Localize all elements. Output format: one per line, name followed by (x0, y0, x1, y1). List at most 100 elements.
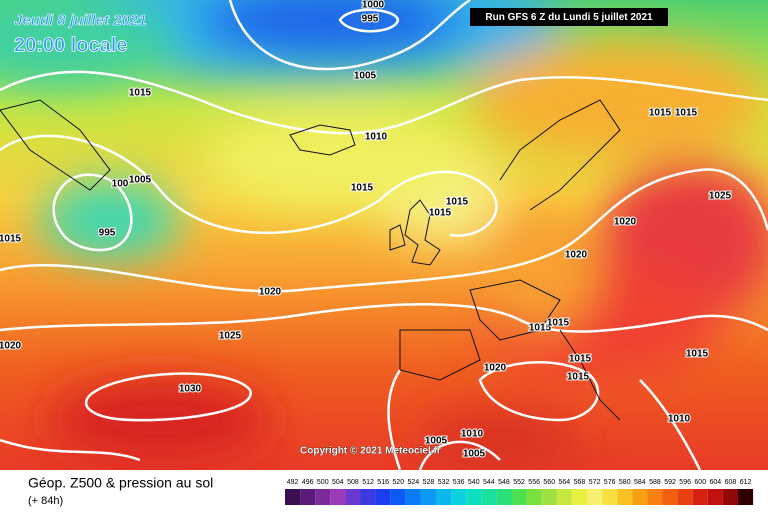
scale-label: 560 (543, 479, 555, 486)
isobar-label: 100 (112, 179, 129, 190)
scale-label: 568 (574, 479, 586, 486)
scale-swatch (285, 489, 301, 505)
scale-swatch (692, 489, 708, 505)
scale-label: 520 (392, 479, 404, 486)
isobar-label: 1005 (354, 71, 377, 82)
scale-label: 508 (347, 479, 359, 486)
isobar-label: 1020 (484, 363, 507, 374)
run-info: Run GFS 6 Z du Lundi 5 juillet 2021 (485, 12, 653, 23)
scale-swatch (738, 489, 754, 505)
scale-label: 516 (377, 479, 389, 486)
scale-swatch (481, 489, 497, 505)
isobar-label: 1015 (351, 183, 374, 194)
isobar-label: 1020 (259, 287, 282, 298)
isobar-label: 1025 (709, 191, 732, 202)
scale-label: 524 (408, 479, 420, 486)
isobar-label: 1015 (129, 88, 152, 99)
scale-label: 612 (740, 479, 752, 486)
scale-swatch (602, 489, 618, 505)
isobar-label: 1005 (463, 449, 486, 460)
scale-swatch (556, 489, 572, 505)
isobar-label: 1015 (547, 318, 570, 329)
scale-swatch (587, 489, 603, 505)
scale-swatch (330, 489, 346, 505)
scale-swatch (541, 489, 557, 505)
scale-label: 536 (453, 479, 465, 486)
isobar-labels: 1000995100510151010101510151015100510099… (0, 0, 733, 461)
scale-label: 548 (498, 479, 510, 486)
scale-label: 492 (287, 479, 299, 486)
isobar-label: 995 (362, 14, 379, 25)
scale-swatch (496, 489, 512, 505)
forecast-time: 20:00 locale (14, 34, 127, 56)
isobar-label: 1005 (425, 436, 448, 447)
scale-label: 540 (468, 479, 480, 486)
scale-swatch (511, 489, 527, 505)
run-box (470, 8, 668, 26)
scale-label: 552 (513, 479, 525, 486)
scale-swatch (647, 489, 663, 505)
isobar-label: 1020 (614, 217, 637, 228)
isobar-label: 1010 (668, 414, 691, 425)
forecast-date: Jeudi 8 juillet 2021 (14, 12, 147, 29)
isobar-label: 1015 (649, 108, 672, 119)
scale-label: 512 (362, 479, 374, 486)
footer-title: Géop. Z500 & pression au sol (28, 475, 213, 491)
scale-swatch (722, 489, 738, 505)
scale-label: 592 (664, 479, 676, 486)
isobar-label: 1010 (461, 429, 484, 440)
isobar-label: 1005 (129, 175, 152, 186)
scale-label: 584 (634, 479, 646, 486)
isobar-label: 1015 (0, 234, 22, 245)
scale-swatch (707, 489, 723, 505)
scale-label: 496 (302, 479, 314, 486)
isobar-label: 995 (99, 228, 116, 239)
scale-label: 608 (725, 479, 737, 486)
scale-swatch (360, 489, 376, 505)
scale-label: 532 (438, 479, 450, 486)
isobar-label: 1020 (0, 341, 22, 352)
scale-label: 500 (317, 479, 329, 486)
footer-subtitle: (+ 84h) (28, 495, 63, 507)
scale-label: 556 (528, 479, 540, 486)
scale-label: 588 (649, 479, 661, 486)
scale-swatch (345, 489, 361, 505)
scale-swatch (420, 489, 436, 505)
scale-swatch (617, 489, 633, 505)
isobar-label: 1015 (569, 354, 592, 365)
isobar-label: 1015 (675, 108, 698, 119)
scale-swatch (451, 489, 467, 505)
isobar-label: 1015 (429, 208, 452, 219)
scale-swatch (405, 489, 421, 505)
scale-label: 580 (619, 479, 631, 486)
scale-label: 604 (710, 479, 722, 486)
scale-swatch (300, 489, 316, 505)
scale-swatch (466, 489, 482, 505)
scale-label: 572 (589, 479, 601, 486)
scale-label: 596 (679, 479, 691, 486)
scale-label: 544 (483, 479, 495, 486)
copyright: Copyright © 2021 Meteociel.fr (300, 446, 441, 457)
isobar-label: 1020 (565, 250, 588, 261)
scale-swatch (375, 489, 391, 505)
isobar-label: 1025 (219, 331, 242, 342)
scale-label: 564 (559, 479, 571, 486)
isobars (0, 0, 768, 470)
scale-swatch (390, 489, 406, 505)
scale-swatch (436, 489, 452, 505)
scale-label: 576 (604, 479, 616, 486)
scale-swatch (677, 489, 693, 505)
scale-label: 504 (332, 479, 344, 486)
isobar-label: 1000 (362, 0, 385, 11)
isobar-label: 1030 (179, 384, 202, 395)
scale-swatch (662, 489, 678, 505)
map-field (0, 0, 768, 470)
isobar-label: 1015 (686, 349, 709, 360)
scale-swatch (632, 489, 648, 505)
scale-label: 528 (423, 479, 435, 486)
coastlines (0, 99, 621, 421)
isobar-label: 1015 (446, 197, 469, 208)
scale-swatch (526, 489, 542, 505)
isobar-label: 1015 (529, 323, 552, 334)
